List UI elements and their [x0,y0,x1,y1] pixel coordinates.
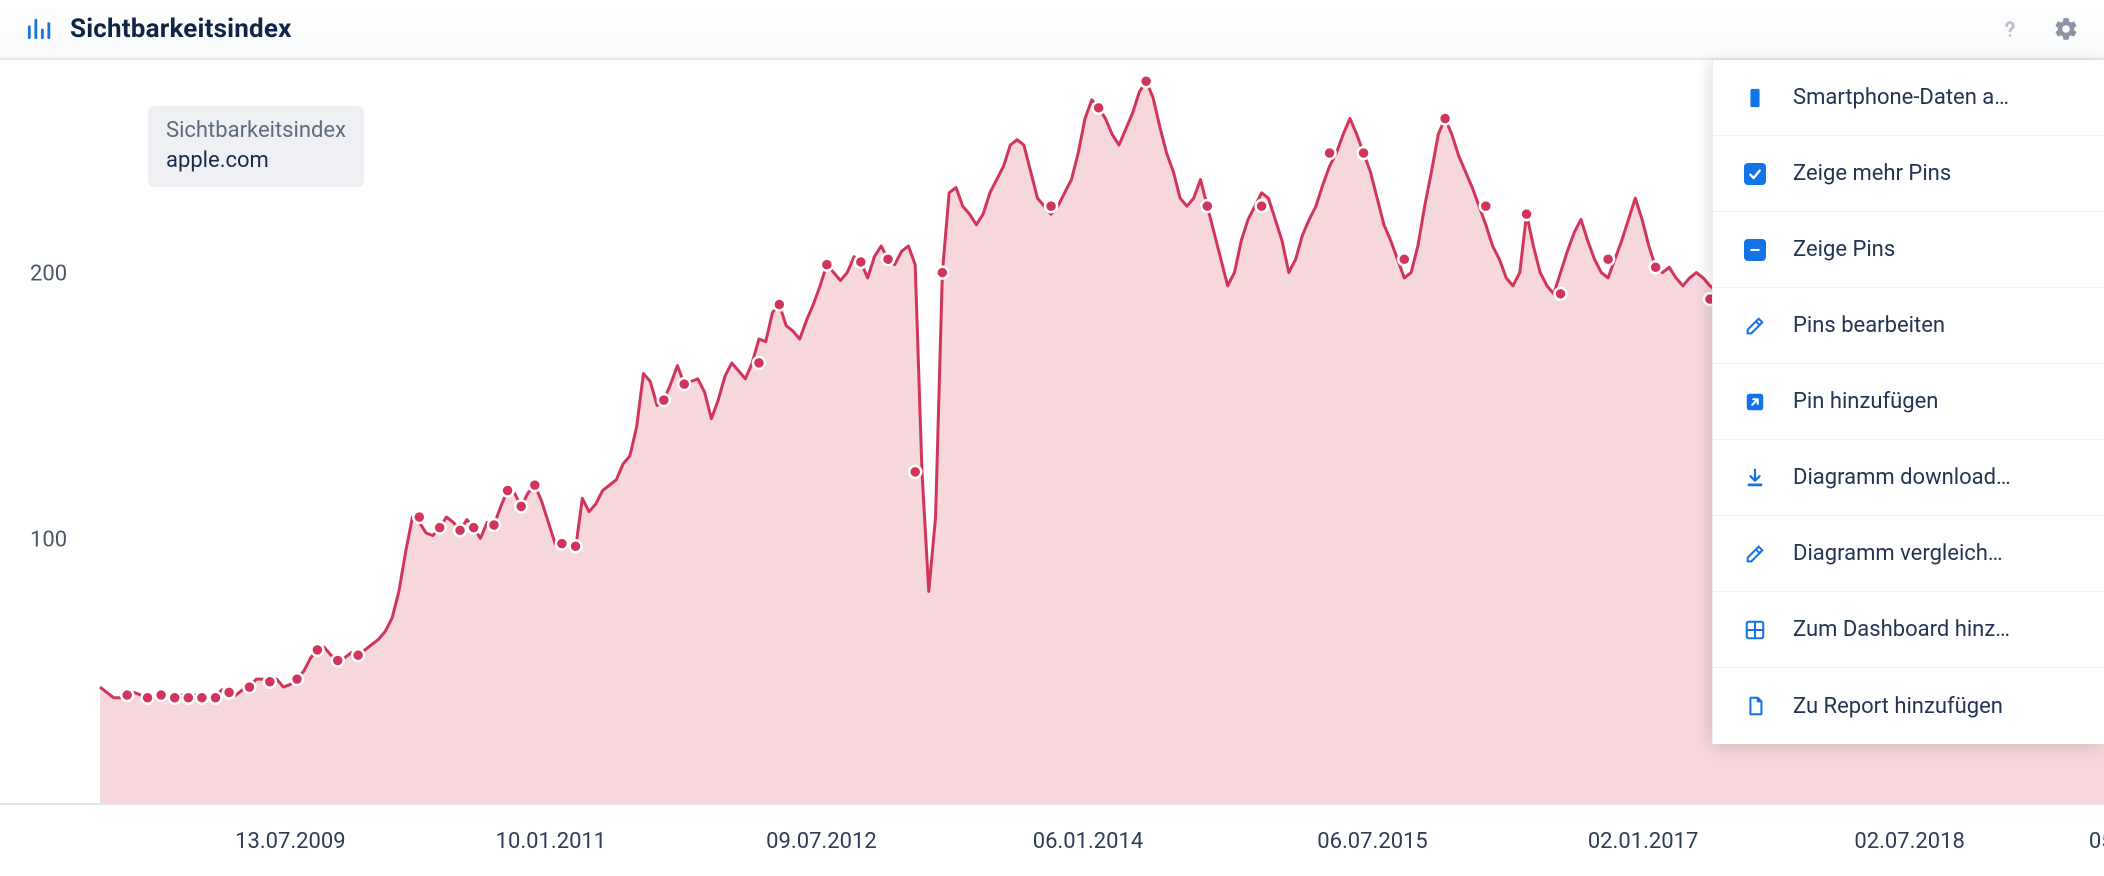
chart-marker [529,479,541,491]
panel-header: Sichtbarkeitsindex [0,0,2104,60]
menu-item-1[interactable]: Zeige mehr Pins [1713,136,2104,212]
x-tick-label: 10.01.2011 [496,829,607,854]
x-tick-label: 02.07.2018 [1854,829,1965,854]
menu-item-label: Zu Report hinzufügen [1793,694,2003,719]
chart-marker [1602,253,1614,265]
chart-marker [556,538,568,550]
x-tick-label: 09.07.2012 [766,829,877,854]
menu-item-label: Pins bearbeiten [1793,313,1945,338]
chart-marker [1324,147,1336,159]
chart-marker [291,673,303,685]
x-tick-label: 05.08.2020 [2089,829,2104,854]
chart-marker [196,692,208,704]
chart-marker [909,466,921,478]
edit-icon [1741,540,1769,568]
chart-marker [332,655,344,667]
checkbox-checked-icon [1741,160,1769,188]
chart-marker [142,692,154,704]
chart-marker [352,649,364,661]
chart-marker [223,686,235,698]
external-link-icon [1741,388,1769,416]
menu-item-5[interactable]: Diagramm download… [1713,440,2104,516]
y-tick-label: 100 [30,527,67,552]
chart-marker [773,298,785,310]
chart-marker [678,378,690,390]
chart-marker [515,500,527,512]
chart-marker [169,692,181,704]
gear-icon[interactable] [2052,15,2080,43]
grid-icon [1741,616,1769,644]
menu-item-6[interactable]: Diagramm vergleich… [1713,516,2104,592]
chart-marker [413,511,425,523]
chart-legend: Sichtbarkeitsindex apple.com [148,106,364,187]
chart-marker [182,692,194,704]
chart-marker [753,357,765,369]
legend-series-label: Sichtbarkeitsindex [166,116,346,146]
help-icon[interactable] [1996,15,2024,43]
chart-marker [1521,208,1533,220]
chart-marker [468,522,480,534]
menu-item-7[interactable]: Zum Dashboard hinz… [1713,592,2104,668]
chart-marker [434,522,446,534]
chart-marker [1398,253,1410,265]
panel-title: Sichtbarkeitsindex [70,14,292,44]
menu-item-0[interactable]: Smartphone-Daten a… [1713,60,2104,136]
chart-marker [570,540,582,552]
chart-marker [264,676,276,688]
chart-marker [155,689,167,701]
chart-marker [1358,147,1370,159]
chart-marker [488,519,500,531]
menu-item-3[interactable]: Pins bearbeiten [1713,288,2104,364]
download-icon [1741,464,1769,492]
menu-item-2[interactable]: Zeige Pins [1713,212,2104,288]
chart-marker [1480,200,1492,212]
chart-marker [1140,75,1152,87]
menu-item-label: Diagramm download… [1793,465,2011,490]
menu-item-label: Zeige mehr Pins [1793,161,1951,186]
smartphone-icon [1741,84,1769,112]
chart-marker [855,256,867,268]
menu-item-label: Smartphone-Daten a… [1793,85,2009,110]
y-tick-label: 200 [30,262,67,287]
menu-item-8[interactable]: Zu Report hinzufügen [1713,668,2104,744]
chart-marker [1045,200,1057,212]
chart-marker [1093,102,1105,114]
chart-marker [1650,261,1662,273]
menu-item-label: Diagramm vergleich… [1793,541,2003,566]
edit-icon [1741,312,1769,340]
chart-marker [1201,200,1213,212]
chart-marker [882,253,894,265]
chart-marker [936,267,948,279]
menu-item-4[interactable]: Pin hinzufügen [1713,364,2104,440]
chart-marker [1256,200,1268,212]
x-tick-label: 06.07.2015 [1317,829,1428,854]
chart-marker [121,689,133,701]
settings-menu: Smartphone-Daten a… Zeige mehr Pins Zeige … [1712,60,2104,744]
menu-item-label: Zeige Pins [1793,237,1895,262]
x-tick-label: 02.01.2017 [1588,829,1699,854]
chart-marker [1555,288,1567,300]
checkbox-indeterminate-icon [1741,236,1769,264]
chart-marker [502,484,514,496]
chart-marker [209,692,221,704]
chart-marker [821,259,833,271]
menu-item-label: Zum Dashboard hinz… [1793,617,2010,642]
chart-marker [454,524,466,536]
chart-marker [658,394,670,406]
chart-marker [243,681,255,693]
x-tick-label: 13.07.2009 [235,829,346,854]
legend-domain: apple.com [166,146,346,176]
x-tick-label: 06.01.2014 [1033,829,1144,854]
chart-marker [1439,112,1451,124]
bar-chart-icon [24,15,52,43]
menu-item-label: Pin hinzufügen [1793,389,1938,414]
file-icon [1741,692,1769,720]
chart-marker [311,644,323,656]
